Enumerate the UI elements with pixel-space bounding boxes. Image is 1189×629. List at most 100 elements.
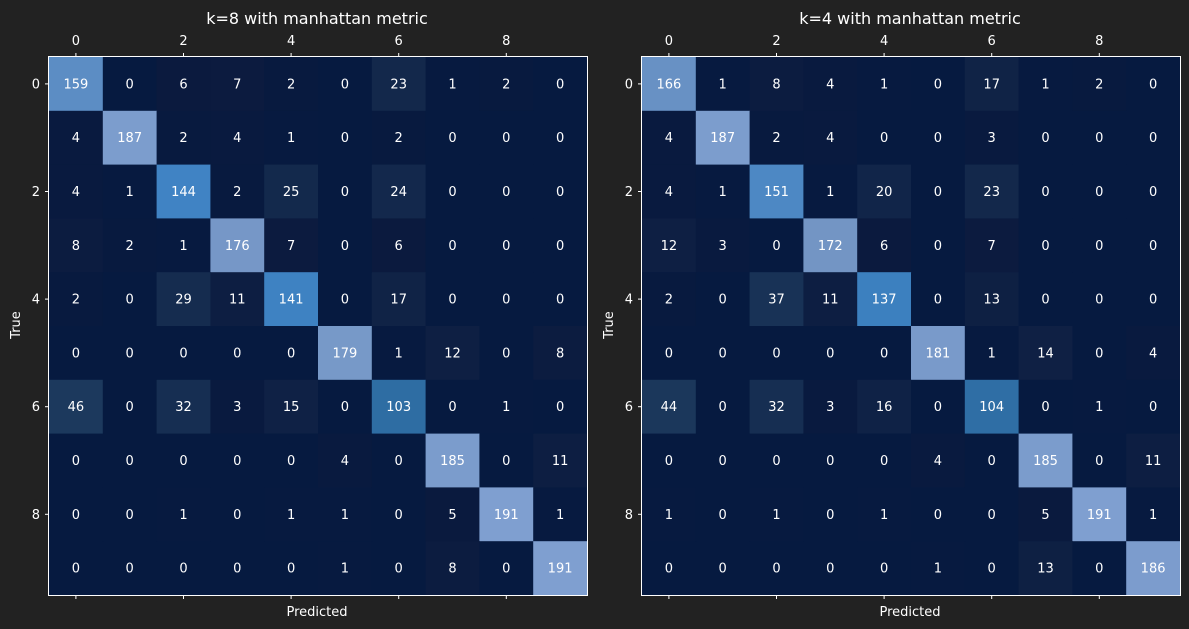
cell-value-label: 0 bbox=[1041, 239, 1049, 254]
heatmap-cell bbox=[102, 326, 158, 381]
cell-value-label: 4 bbox=[1149, 346, 1157, 361]
cell-value-label: 0 bbox=[719, 346, 727, 361]
heatmap-cell bbox=[425, 541, 480, 596]
heatmap-cell bbox=[533, 218, 588, 273]
heatmap-cell bbox=[264, 379, 319, 435]
cell-value-label: 0 bbox=[772, 346, 780, 361]
heatmap-cell bbox=[911, 164, 966, 219]
cell-value-label: 5 bbox=[448, 508, 456, 523]
heatmap-cell bbox=[371, 110, 427, 166]
cell-value-label: 5 bbox=[1041, 508, 1049, 523]
heatmap-cell bbox=[1126, 541, 1181, 596]
heatmap-cell bbox=[49, 379, 104, 435]
chart-title: k=4 with manhattan metric bbox=[799, 9, 1021, 28]
cell-value-label: 0 bbox=[826, 346, 834, 361]
heatmap-cell bbox=[695, 218, 751, 273]
heatmap-cell bbox=[264, 487, 319, 542]
cell-value-label: 4 bbox=[665, 185, 673, 200]
cell-value-label: 191 bbox=[494, 508, 519, 523]
heatmap-cell bbox=[695, 164, 751, 219]
cell-value-label: 0 bbox=[1095, 239, 1103, 254]
heatmap-cell bbox=[1072, 326, 1127, 381]
cell-value-label: 2 bbox=[287, 77, 295, 92]
heatmap-cell bbox=[857, 487, 912, 542]
cell-value-label: 8 bbox=[72, 239, 80, 254]
heatmap-cell bbox=[749, 218, 804, 273]
heatmap-cell bbox=[964, 164, 1020, 219]
heatmap-cell bbox=[642, 272, 697, 327]
heatmap-cell bbox=[695, 379, 751, 435]
heatmap-cell bbox=[857, 379, 912, 435]
cell-value-label: 179 bbox=[332, 346, 357, 361]
heatmap-cell bbox=[911, 433, 966, 488]
heatmap-cell bbox=[264, 218, 319, 273]
heatmap-cell bbox=[156, 379, 211, 435]
cell-value-label: 13 bbox=[1037, 562, 1054, 577]
cell-value-label: 0 bbox=[772, 454, 780, 469]
cell-value-label: 29 bbox=[175, 293, 192, 308]
heatmap-cell bbox=[749, 326, 804, 381]
cell-value-label: 0 bbox=[988, 508, 996, 523]
heatmap-cell bbox=[695, 487, 751, 542]
heatmap-cell bbox=[911, 110, 966, 166]
heatmap-cell bbox=[425, 433, 480, 488]
cell-value-label: 0 bbox=[126, 562, 134, 577]
cell-value-label: 1 bbox=[179, 508, 187, 523]
y-tick-label: 6 bbox=[32, 400, 40, 415]
heatmap-cell bbox=[857, 541, 912, 596]
cell-value-label: 0 bbox=[934, 400, 942, 415]
heatmap-cell bbox=[695, 57, 751, 112]
heatmap-cell bbox=[1126, 57, 1181, 112]
cell-value-label: 15 bbox=[283, 400, 300, 415]
heatmap-cell bbox=[911, 326, 966, 381]
cell-value-label: 4 bbox=[826, 77, 834, 92]
cell-value-label: 24 bbox=[390, 185, 407, 200]
cell-value-label: 0 bbox=[719, 454, 727, 469]
cell-value-label: 0 bbox=[1041, 185, 1049, 200]
heatmap-cells bbox=[49, 57, 588, 596]
cell-value-label: 0 bbox=[287, 346, 295, 361]
heatmap-cell bbox=[1072, 272, 1127, 327]
cell-value-label: 151 bbox=[764, 185, 789, 200]
cell-value-label: 1 bbox=[502, 400, 510, 415]
heatmap-cell bbox=[318, 541, 373, 596]
heatmap-cell bbox=[156, 164, 211, 219]
heatmap-cell bbox=[264, 326, 319, 381]
y-axis-label: True bbox=[602, 311, 617, 340]
cell-value-label: 2 bbox=[665, 293, 673, 308]
x-tick-label: 2 bbox=[179, 34, 187, 49]
heatmap-cell bbox=[371, 541, 427, 596]
y-tick-label: 0 bbox=[625, 77, 633, 92]
cell-value-label: 0 bbox=[556, 131, 564, 146]
cell-value-label: 103 bbox=[386, 400, 411, 415]
cell-value-label: 0 bbox=[1149, 239, 1157, 254]
heatmap-cell bbox=[318, 433, 373, 488]
cell-value-label: 17 bbox=[390, 293, 407, 308]
x-tick-label: 4 bbox=[287, 34, 295, 49]
heatmap-cell bbox=[479, 541, 534, 596]
heatmap-cell bbox=[264, 272, 319, 327]
heatmap-cell bbox=[964, 110, 1020, 166]
cell-value-label: 8 bbox=[556, 346, 564, 361]
heatmap-cell bbox=[911, 487, 966, 542]
cell-value-label: 0 bbox=[233, 346, 241, 361]
heatmap-cell bbox=[964, 326, 1020, 381]
cell-value-label: 0 bbox=[72, 346, 80, 361]
cell-value-label: 0 bbox=[1041, 400, 1049, 415]
heatmap-cell bbox=[1018, 326, 1073, 381]
heatmap-cell bbox=[49, 218, 104, 273]
cell-value-label: 37 bbox=[768, 293, 785, 308]
heatmap-cell bbox=[911, 272, 966, 327]
x-axis-label: Predicted bbox=[286, 605, 347, 620]
heatmap-cell bbox=[533, 379, 588, 435]
cell-value-label: 0 bbox=[126, 346, 134, 361]
heatmap-cell bbox=[749, 433, 804, 488]
heatmap-cell bbox=[803, 57, 858, 112]
heatmap-cell bbox=[371, 433, 427, 488]
heatmap-cell bbox=[533, 110, 588, 166]
cell-value-label: 11 bbox=[1145, 454, 1162, 469]
y-tick-label: 8 bbox=[32, 508, 40, 523]
cell-value-label: 0 bbox=[665, 454, 673, 469]
heatmap-cell bbox=[264, 57, 319, 112]
cell-value-label: 0 bbox=[448, 239, 456, 254]
